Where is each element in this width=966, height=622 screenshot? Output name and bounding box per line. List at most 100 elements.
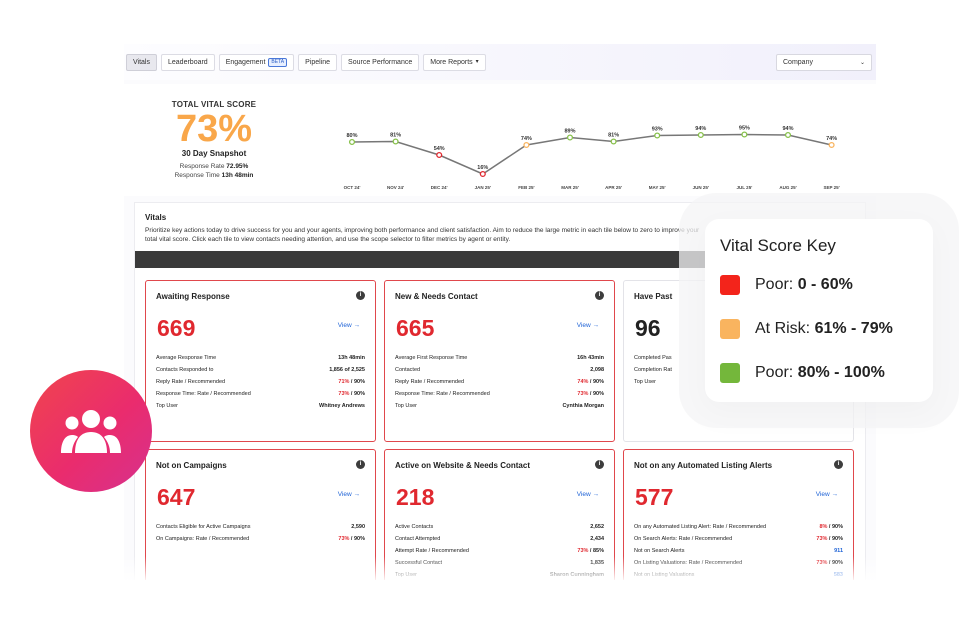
score-summary: TOTAL VITAL SCORE 73% 30 Day Snapshot Re… [164, 100, 264, 179]
tile-title: Awaiting Response [156, 292, 230, 301]
trend-point[interactable] [566, 134, 574, 141]
stat-label: Response Time: Rate / Recommended [395, 391, 490, 397]
month-tick-label: JAN 25' [475, 185, 491, 190]
view-link[interactable]: View → [337, 322, 360, 329]
tile-title: Have Past [634, 292, 673, 301]
trend-point[interactable] [784, 131, 792, 139]
tile-stats: Contacts Eligible for Active Campaigns 2,… [156, 521, 365, 545]
stat-label: Average Response Time [156, 355, 217, 361]
report-tabs: Vitals Leaderboard Engagement BETA Pipeli… [126, 54, 486, 71]
trend-point[interactable] [741, 131, 748, 138]
stat-row: Contact Attempted 2,434 [395, 533, 604, 545]
bottom-fade [0, 556, 966, 622]
key-title: Vital Score Key [720, 236, 836, 255]
tile-title: Active on Website & Needs Contact [395, 461, 530, 470]
response-time: Response Time 13h 48min [174, 172, 254, 179]
trend-point[interactable] [828, 141, 835, 149]
month-tick-label: JUN 25' [693, 185, 709, 190]
view-link[interactable]: View → [576, 491, 599, 498]
month-tick-label: SEP 25' [823, 185, 839, 190]
total-score-panel: TOTAL VITAL SCORE 73% 30 Day Snapshot Re… [124, 84, 876, 196]
point-label: 74% [521, 136, 532, 142]
stat-row: Average Response Time 13h 48min [156, 352, 365, 364]
more-reports-dropdown[interactable]: More Reports ▾ [423, 54, 486, 71]
tab-source-performance[interactable]: Source Performance [341, 54, 420, 71]
users-badge [30, 370, 152, 492]
stat-row: Active Contacts 2,652 [395, 521, 604, 533]
score-title: TOTAL VITAL SCORE [171, 100, 257, 109]
view-link[interactable]: View → [337, 491, 360, 498]
trend-point[interactable] [479, 170, 486, 178]
trend-point[interactable] [392, 138, 399, 145]
info-icon[interactable]: i [834, 460, 843, 469]
month-tick-label: OCT 24' [344, 185, 361, 190]
stat-value: 2,098 [590, 367, 604, 373]
stat-row: Top User [634, 376, 843, 388]
stat-label: Reply Rate / Recommended [395, 379, 465, 385]
view-link[interactable]: View → [576, 322, 599, 329]
stat-label: Top User [395, 403, 418, 409]
stat-row: Average First Response Time 16h 43min [395, 352, 604, 364]
month-tick-label: AUG 25' [779, 185, 796, 190]
stat-label: On Campaigns: Rate / Recommended [156, 536, 250, 542]
scope-selector[interactable]: Company ⌄ [776, 54, 872, 71]
point-label: 94% [695, 126, 706, 132]
view-link[interactable]: View → [815, 491, 838, 498]
stat-label: Contact Attempted [395, 536, 441, 542]
key-item-at-risk: At Risk: 61% - 79% [720, 318, 918, 340]
point-label: 93% [652, 127, 663, 133]
point-label: 80% [346, 133, 357, 139]
point-label: 95% [739, 126, 750, 132]
info-icon[interactable]: i [356, 460, 365, 469]
stat-label: On Search Alerts: Rate / Recommended [634, 536, 733, 542]
stat-label: On any Automated Listing Alert: Rate / R… [634, 524, 767, 530]
top-toolbar: Vitals Leaderboard Engagement BETA Pipeli… [124, 44, 876, 80]
month-tick-label: FEB 25' [518, 185, 534, 190]
stat-value: 73% / 90% [816, 536, 843, 542]
stat-value: 1,856 of 2,525 [329, 367, 365, 373]
tile-metric: 577 [635, 484, 674, 510]
red-swatch [720, 275, 740, 295]
vital-tile[interactable]: New & Needs Contact i 665 View → Average Fir… [384, 280, 615, 442]
tab-vitals[interactable]: Vitals [126, 54, 157, 71]
stat-value: 73% / 90% [338, 536, 365, 542]
stat-row: Contacts Responded to 1,856 of 2,525 [156, 364, 365, 376]
stat-label: Completion Rat [634, 367, 672, 373]
stat-row: Completed Pas [634, 352, 843, 364]
stat-label: Completed Pas [634, 355, 672, 361]
info-icon[interactable]: i [356, 291, 365, 300]
tab-engagement[interactable]: Engagement BETA [218, 54, 295, 71]
trend-point[interactable] [697, 131, 704, 139]
month-tick-label: DEC 24' [431, 185, 448, 190]
tab-leaderboard[interactable]: Leaderboard [161, 54, 215, 71]
vital-tile[interactable]: Awaiting Response i 669 View → Average Respo… [145, 280, 376, 442]
stat-value[interactable]: 911 [834, 548, 843, 554]
vitals-title: Vitals [145, 213, 167, 222]
scope-bar [135, 251, 867, 268]
stat-row: On any Automated Listing Alert: Rate / R… [634, 521, 843, 533]
tab-pipeline[interactable]: Pipeline [298, 54, 338, 71]
tile-stats: Completed Pas Completion Rat Top User [634, 352, 843, 388]
stat-value: 73% / 90% [338, 391, 365, 397]
tile-metric: 669 [157, 315, 196, 341]
info-icon[interactable]: i [595, 460, 604, 469]
point-label: 54% [434, 146, 445, 152]
trend-point[interactable] [610, 138, 617, 145]
stat-value: 73% / 90% [577, 391, 604, 397]
stat-value: 71% / 90% [338, 379, 365, 385]
point-label: 81% [390, 133, 401, 139]
stat-row: Top User Cynthia Morgan [395, 400, 604, 412]
stat-label: Top User [634, 379, 657, 385]
trend-point[interactable] [654, 132, 661, 139]
total-score-value: 73% [175, 108, 253, 150]
tile-stats: Average First Response Time 16h 43min Cont… [395, 352, 604, 412]
point-label: 81% [608, 133, 619, 139]
trend-point[interactable] [348, 138, 356, 146]
info-icon[interactable]: i [595, 291, 604, 300]
trend-point[interactable] [523, 141, 530, 149]
stat-row: Reply Rate / Recommended 74% / 90% [395, 376, 604, 388]
stat-row: Completion Rat [634, 364, 843, 376]
trend-point[interactable] [436, 151, 443, 159]
orange-swatch [720, 319, 740, 339]
